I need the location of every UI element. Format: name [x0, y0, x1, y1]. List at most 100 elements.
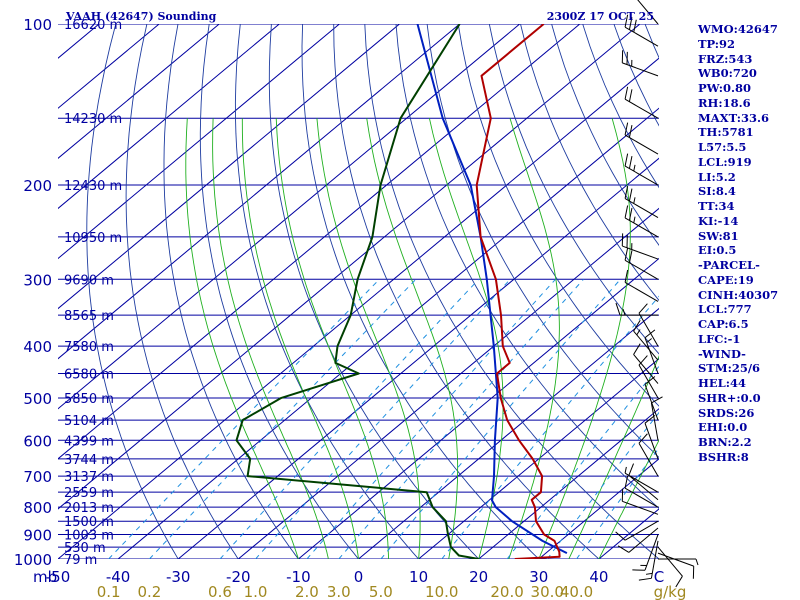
- moist-adiabat-line: [428, 118, 504, 559]
- wind-barb: [638, 355, 659, 399]
- height-label: 530 m: [64, 541, 106, 556]
- param-item: FRZ:543: [698, 51, 753, 66]
- param-item: LCL:777: [698, 302, 752, 317]
- dry-adiabat-line: [333, 24, 600, 559]
- param-item: SW:81: [698, 228, 739, 243]
- mixing-ratio-line: [149, 278, 417, 559]
- mixing-ratio-line: [108, 278, 380, 559]
- isotherm-line: [58, 24, 280, 210]
- parameter-list: WMO:42647 TP:92 FRZ:543 WB0:720 PW:0.80 RH:18…: [698, 22, 798, 465]
- wind-barb: [657, 552, 695, 579]
- wind-barb: [624, 14, 659, 47]
- pressure-tick-label: 100: [23, 16, 52, 34]
- pressure-unit-label: mb: [33, 568, 57, 586]
- wind-barb: [633, 320, 659, 361]
- temperature-tick-label: 10: [409, 568, 428, 586]
- dry-adiabat-line: [520, 24, 659, 302]
- wind-barb: [650, 396, 663, 441]
- pressure-tick-label: 900: [23, 527, 52, 545]
- wind-barb: [624, 269, 659, 302]
- dry-adiabat-line: [426, 24, 659, 459]
- wind-barb: [624, 186, 659, 218]
- isotherm-line: [58, 24, 220, 159]
- param-item: CAP:6.5: [698, 317, 749, 331]
- wind-barb: [658, 558, 699, 566]
- dry-adiabat-line: [364, 24, 659, 559]
- isotherm-line: [58, 24, 340, 260]
- wind-barb: [624, 86, 659, 119]
- temperature-tick-label: -20: [226, 568, 251, 586]
- wind-barb: [621, 50, 659, 77]
- moist-adiabat-line: [275, 118, 390, 559]
- mixing-ratio-label: 1.0: [244, 583, 268, 600]
- param-item: LFC:-1: [698, 331, 741, 346]
- wind-barb: [657, 546, 683, 588]
- wind-barb: [638, 433, 659, 477]
- dry-adiabat-line: [268, 24, 480, 559]
- dry-adiabat-line: [488, 24, 659, 355]
- moist-adiabat-line: [508, 118, 560, 559]
- height-label: 79 m: [64, 553, 97, 568]
- wind-barb: [637, 0, 659, 25]
- mixing-ratio-line: [306, 278, 556, 559]
- mixing-ratio-label: 2.0: [295, 583, 319, 600]
- moist-adiabat-line: [241, 118, 359, 559]
- sounding-title: VAAH (42647) Sounding: [65, 10, 217, 23]
- param-item: TH:5781: [698, 125, 754, 140]
- param-item: TP:92: [698, 36, 736, 51]
- dry-adiabat-line: [199, 24, 359, 559]
- mixing-ratio-label: 30.0: [531, 583, 564, 600]
- dry-adiabat-line: [125, 24, 239, 559]
- height-label: 14230 m: [64, 112, 122, 127]
- wind-barb: [617, 527, 659, 553]
- param-item: SHR+:0.0: [698, 390, 761, 405]
- dewpoint-trace: [235, 24, 479, 559]
- param-item: WMO:42647: [698, 22, 778, 36]
- pressure-tick-label: 400: [23, 338, 52, 356]
- wind-barb: [633, 343, 659, 384]
- height-label: 12430 m: [64, 179, 122, 194]
- param-item: L57:5.5: [698, 140, 747, 154]
- mixing-ratio-label: 5.0: [369, 583, 393, 600]
- height-label: 1500 m: [64, 515, 114, 530]
- pressure-tick-label: 500: [23, 390, 52, 408]
- wind-barb: [624, 122, 659, 155]
- pressure-tick-label: 800: [23, 499, 52, 517]
- dry-adiabat-line: [163, 24, 299, 559]
- wind-barb: [632, 534, 659, 571]
- param-item: SI:8.4: [698, 184, 736, 199]
- mixing-ratio-label: 0.2: [137, 583, 161, 600]
- dry-adiabat-line: [86, 24, 179, 559]
- mixing-ratio-label: 10.0: [425, 583, 458, 600]
- isotherm-line: [58, 24, 460, 360]
- height-label: 3744 m: [64, 453, 114, 468]
- mixing-ratio-line: [380, 278, 621, 559]
- wind-barb: [628, 463, 659, 501]
- pressure-tick-label: 600: [23, 432, 52, 450]
- param-item: MAXT:33.6: [698, 110, 769, 125]
- height-label: 8565 m: [64, 309, 114, 324]
- param-item: CINH:40307: [698, 287, 779, 302]
- sounding-datetime: 2300Z 17 OCT 25: [547, 10, 654, 23]
- moist-adiabat-line: [598, 439, 659, 559]
- temperature-tick-label: -50: [46, 568, 71, 586]
- param-item: KI:-14: [698, 213, 739, 228]
- parcel-trace: [416, 24, 568, 554]
- param-item: -WIND-: [698, 346, 746, 361]
- param-item: BRN:2.2: [698, 435, 752, 449]
- param-item: LI:5.2: [698, 169, 736, 184]
- height-label: 9690 m: [64, 273, 114, 288]
- mixing-ratio-line: [576, 447, 659, 559]
- moist-adiabat-line: [185, 118, 299, 559]
- wind-barb: [615, 302, 658, 316]
- height-label: 5104 m: [64, 414, 114, 429]
- wind-barb: [644, 414, 659, 460]
- mixing-ratio-label: 3.0: [327, 583, 351, 600]
- pressure-tick-label: 700: [23, 468, 52, 486]
- temperature-tick-label: 20: [469, 568, 488, 586]
- height-label: 2013 m: [64, 501, 114, 516]
- mixing-ratio-label: 20.0: [490, 583, 523, 600]
- dry-adiabat-line: [551, 24, 659, 246]
- param-item: BSHR:8: [698, 449, 749, 464]
